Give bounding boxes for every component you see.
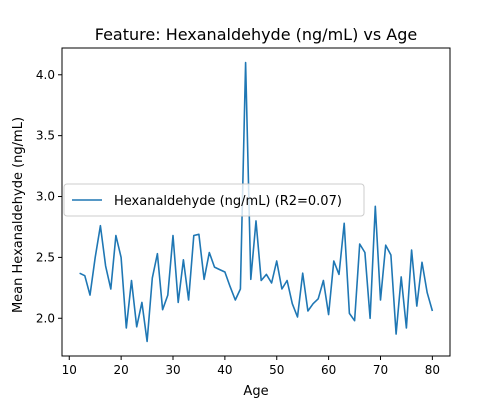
y-tick-label: 2.5 <box>36 250 55 264</box>
y-tick-label: 4.0 <box>36 68 55 82</box>
x-tick-label: 20 <box>113 363 128 377</box>
legend-box <box>63 183 365 217</box>
x-tick-label: 10 <box>62 363 77 377</box>
x-tick-label: 80 <box>425 363 440 377</box>
y-axis-label: Mean Hexanaldehyde (ng/mL) <box>11 117 26 313</box>
y-tick-label: 2.0 <box>36 311 55 325</box>
x-tick-label: 40 <box>217 363 232 377</box>
legend: Hexanaldehyde (ng/mL) (R2=0.07) <box>63 183 365 217</box>
series-line <box>79 61 434 343</box>
y-tick-label: 3.5 <box>36 129 55 143</box>
x-tick-label: 60 <box>321 363 336 377</box>
y-tick-label: 3.0 <box>36 190 55 204</box>
x-tick-label: 30 <box>165 363 180 377</box>
x-tick-label: 50 <box>269 363 284 377</box>
chart-title: Feature: Hexanaldehyde (ng/mL) vs Age <box>95 25 417 44</box>
plot-area <box>61 47 451 357</box>
axis-ticks: 10 20 30 40 50 60 70 80 2.0 2.5 3.0 3.5 4.0 <box>36 68 440 377</box>
legend-label: Hexanaldehyde (ng/mL) (R2=0.07) <box>114 194 342 209</box>
x-axis-label: Age <box>243 384 268 399</box>
x-tick-label: 70 <box>373 363 388 377</box>
